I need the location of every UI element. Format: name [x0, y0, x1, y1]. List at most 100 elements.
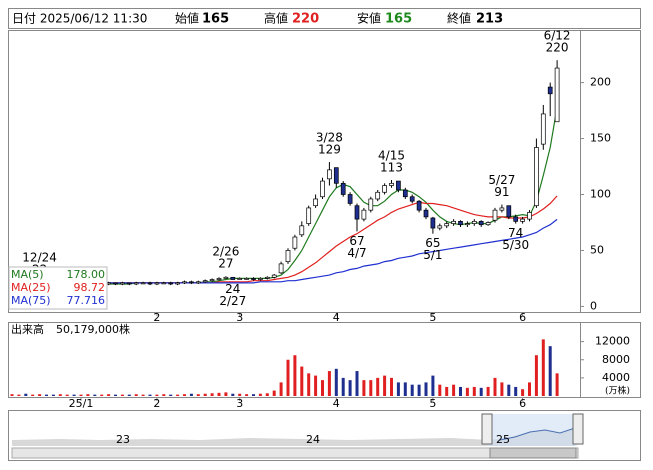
close-label: 終値 — [447, 11, 471, 26]
candle-body — [333, 167, 339, 184]
candle-body — [195, 281, 201, 284]
x-tick-label: 5 — [429, 311, 436, 324]
candle-body — [209, 279, 215, 282]
scrollbar[interactable] — [11, 447, 579, 459]
volume-bar — [355, 371, 359, 396]
volume-bar — [293, 355, 297, 396]
volume-bar — [79, 394, 83, 396]
volume-bar — [51, 394, 55, 396]
legend-name: MA(75) — [11, 294, 51, 307]
open-value: 165 — [202, 12, 229, 27]
candle-body — [306, 207, 312, 224]
annotation-value: 27 — [218, 257, 233, 271]
volume-bar — [162, 394, 166, 396]
navigator-line — [499, 427, 576, 441]
candle-body — [471, 221, 477, 224]
candle-body — [299, 225, 305, 236]
annotation-value: 24 — [225, 282, 240, 296]
x-tick-label: 6 — [519, 311, 526, 324]
candle-body — [382, 185, 387, 193]
volume-bar — [210, 393, 214, 396]
candle-body — [258, 278, 263, 280]
candle-body — [423, 209, 429, 218]
annotation-date: 2/26 — [212, 245, 239, 259]
annotation-date: 4/15 — [378, 148, 405, 162]
volume-bar — [459, 386, 462, 396]
annotation-date: 5/1 — [423, 248, 442, 262]
high-label: 高値 — [264, 11, 288, 26]
scrollbar-thumb[interactable] — [489, 447, 577, 459]
volume-bar — [196, 394, 200, 396]
high-value: 220 — [292, 12, 319, 27]
low-label: 安値 — [357, 11, 381, 26]
volume-bar — [431, 375, 435, 396]
navigator-label: 23 — [116, 433, 130, 446]
volume-bar — [189, 393, 193, 396]
navigator-window[interactable] — [487, 414, 577, 446]
candle-body — [513, 216, 519, 222]
candle-body — [416, 200, 422, 211]
candle-body — [189, 281, 194, 284]
candle-body — [389, 182, 394, 186]
volume-bar — [548, 346, 552, 396]
volume-bar — [38, 394, 42, 396]
volume-bar — [341, 377, 345, 396]
navigator-handle-left[interactable] — [481, 413, 493, 445]
candle-body — [251, 278, 256, 280]
volume-bar — [396, 382, 400, 396]
navigator-handle-right[interactable] — [572, 413, 584, 445]
candle-body — [375, 191, 381, 200]
candle-body — [499, 207, 505, 211]
volume-bar — [300, 366, 304, 396]
volume-bar — [10, 394, 14, 396]
date-label: 日付 2025/06/12 11:30 — [12, 12, 147, 26]
volume-bar — [265, 393, 269, 396]
x-tick-label: 2 — [153, 397, 160, 410]
volume-bar — [500, 382, 504, 396]
candle-body — [182, 281, 187, 284]
y-tick-label: 150 — [590, 132, 611, 145]
candle-body — [451, 221, 456, 224]
volume-bar — [514, 386, 518, 396]
volume-bar — [493, 377, 497, 396]
annotation-value: 67 — [349, 234, 364, 248]
candle-body — [458, 221, 463, 226]
volume-bar — [334, 368, 338, 396]
volume-bar — [86, 394, 90, 396]
annotation-value: 91 — [494, 185, 509, 199]
y-tick-label: 200 — [590, 76, 611, 89]
volume-bar — [486, 386, 490, 396]
volume-bar — [114, 394, 117, 396]
legend-value: 77.716 — [67, 294, 106, 307]
y-tick-label: 100 — [590, 188, 611, 201]
candle-body — [409, 196, 415, 202]
candle-body — [347, 194, 353, 204]
candle-body — [244, 278, 249, 280]
volume-bar — [321, 380, 324, 396]
legend-value: 178.00 — [67, 268, 106, 281]
candle-body — [154, 282, 160, 285]
volume-bar — [555, 373, 559, 396]
candle-body — [140, 282, 146, 285]
navigator-label: 24 — [306, 433, 320, 446]
x-tick-label: 25/1 — [69, 397, 94, 410]
volume-bar — [452, 384, 456, 396]
volume-bar — [314, 375, 318, 396]
volume-bar — [479, 387, 483, 396]
annotation-date: 2/27 — [219, 294, 246, 308]
annotation-date: 4/7 — [347, 246, 366, 260]
candle-body — [120, 282, 125, 285]
candle-body — [354, 205, 360, 220]
candle-body — [216, 278, 222, 280]
volume-bar — [93, 394, 97, 396]
volume-bar — [465, 387, 469, 396]
candle-body — [223, 276, 229, 279]
candle-body — [202, 280, 208, 283]
candle-body — [147, 282, 153, 285]
volume-bar — [17, 394, 21, 396]
annotation-date: 12/24 — [22, 250, 57, 264]
x-tick-label: 6 — [519, 397, 526, 410]
x-tick-label: 3 — [236, 311, 243, 324]
